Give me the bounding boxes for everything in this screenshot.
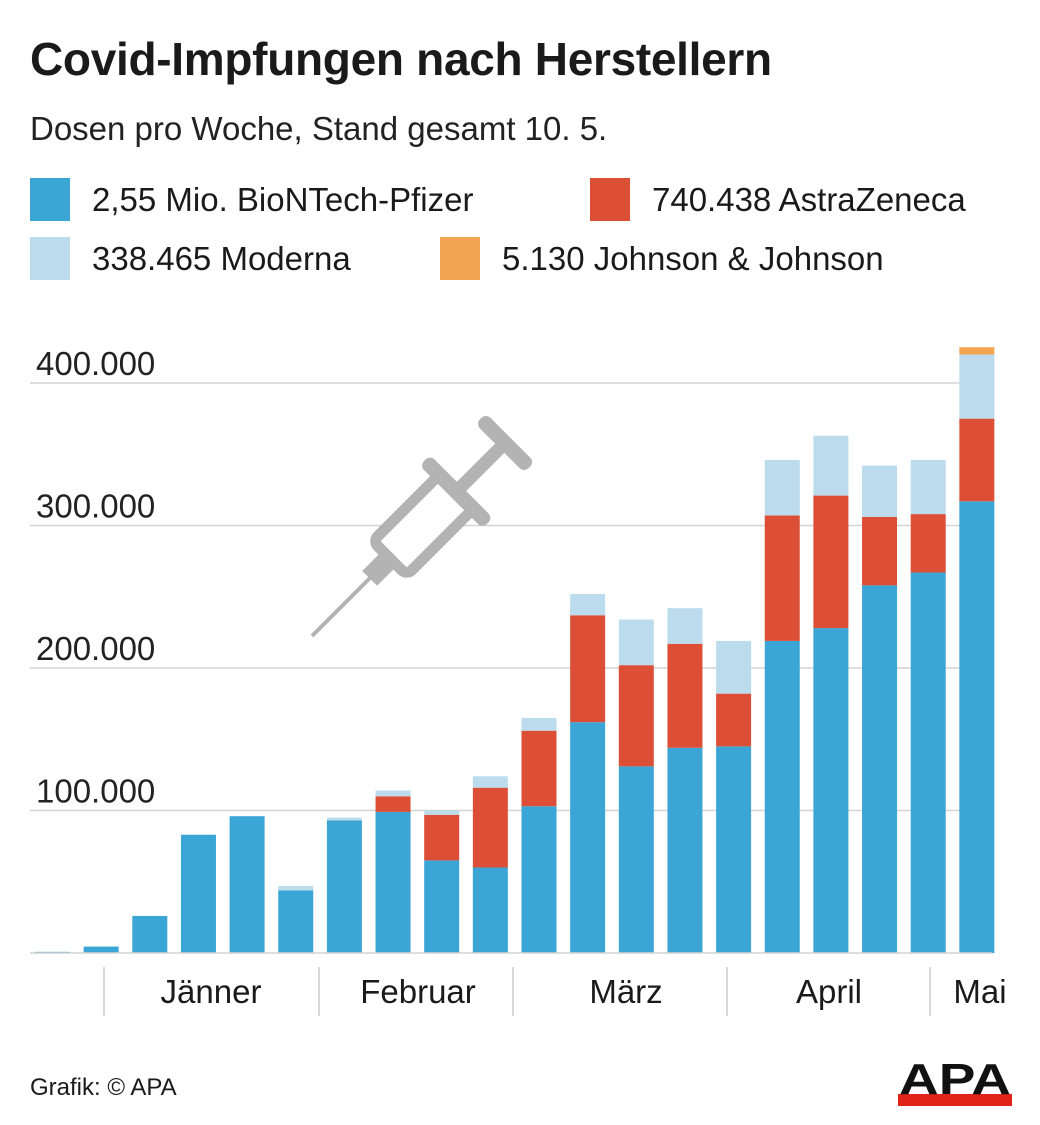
- legend-item-moderna: 338.465 Moderna: [30, 237, 351, 280]
- apa-logo: APA: [898, 1056, 1012, 1106]
- bar-segment-astrazeneca: [424, 814, 460, 861]
- bar-segment-biontech: [229, 816, 265, 953]
- legend: 2,55 Mio. BioNTech-Pfizer 740.438 AstraZ…: [30, 178, 1030, 288]
- bar-segment-moderna: [521, 717, 557, 731]
- bar-segment-biontech: [83, 946, 119, 953]
- y-tick-label: 200.000: [36, 630, 155, 667]
- bar-segment-moderna: [570, 593, 606, 616]
- bar-segment-moderna: [813, 435, 849, 496]
- bar-segment-astrazeneca: [618, 665, 654, 767]
- bar-segment-biontech: [618, 766, 654, 953]
- chart-subtitle: Dosen pro Woche, Stand gesamt 10. 5.: [30, 110, 608, 147]
- y-tick-label: 400.000: [36, 345, 155, 382]
- bar-segment-biontech: [326, 820, 362, 953]
- x-tick-label-mai: Mai: [953, 973, 1006, 1010]
- bar-segment-biontech: [813, 628, 849, 953]
- bar-segment-biontech: [570, 722, 606, 953]
- bar-segment-moderna: [618, 619, 654, 666]
- y-tick-label: 300.000: [36, 488, 155, 525]
- bar-segment-biontech: [472, 867, 508, 953]
- x-axis: Jänner Februar März April Mai: [103, 967, 1007, 1016]
- chart-title: Covid-Impfungen nach Herstellern: [30, 33, 772, 85]
- bar-segment-moderna: [375, 790, 411, 797]
- legend-item-jnj: 5.130 Johnson & Johnson: [440, 237, 884, 280]
- bar-segment-biontech: [959, 501, 995, 953]
- bar-segment-moderna: [472, 776, 508, 788]
- source-credit: Grafik: © APA: [30, 1074, 177, 1101]
- bar-segment-biontech: [180, 834, 216, 953]
- bar-segment-astrazeneca: [570, 615, 606, 723]
- bar-segment-biontech: [764, 640, 800, 953]
- legend-label-jnj: 5.130 Johnson & Johnson: [502, 239, 884, 277]
- bar-segment-biontech: [424, 860, 460, 954]
- bar-segment-jnj: [959, 347, 995, 355]
- legend-item-biontech: 2,55 Mio. BioNTech-Pfizer: [30, 178, 473, 221]
- legend-label-astrazeneca: 740.438 AstraZeneca: [652, 180, 966, 218]
- x-tick-label-april: April: [796, 973, 862, 1010]
- bar-segment-biontech: [667, 747, 703, 953]
- bars: [35, 347, 995, 954]
- bar-segment-astrazeneca: [472, 787, 508, 868]
- bar-segment-moderna: [278, 886, 314, 891]
- legend-label-biontech: 2,55 Mio. BioNTech-Pfizer: [92, 180, 474, 218]
- x-tick-label-februar: Februar: [360, 973, 476, 1010]
- syringe-icon: [310, 415, 533, 638]
- bar-segment-astrazeneca: [375, 796, 411, 812]
- bar-segment-astrazeneca: [959, 418, 995, 502]
- legend-swatch-astrazeneca: [590, 178, 630, 221]
- bar-segment-moderna: [959, 354, 995, 419]
- x-tick-label-jaenner: Jänner: [161, 973, 262, 1010]
- legend-item-astrazeneca: 740.438 AstraZeneca: [590, 178, 966, 221]
- bar-segment-biontech: [521, 806, 557, 953]
- bar-segment-biontech: [910, 572, 946, 953]
- bar-segment-moderna: [667, 608, 703, 644]
- legend-swatch-biontech: [30, 178, 70, 221]
- y-tick-label: 100.000: [36, 773, 155, 810]
- bar-segment-astrazeneca: [764, 515, 800, 641]
- x-tick-label-maerz: März: [589, 973, 662, 1010]
- bar-segment-biontech: [716, 746, 752, 954]
- bar-segment-moderna: [862, 465, 898, 517]
- legend-swatch-jnj: [440, 237, 480, 280]
- bar-segment-biontech: [862, 585, 898, 953]
- bar-segment-astrazeneca: [521, 730, 557, 807]
- legend-swatch-moderna: [30, 237, 70, 280]
- bar-segment-moderna: [326, 817, 362, 821]
- bar-segment-moderna: [424, 810, 460, 815]
- bar-segment-moderna: [716, 640, 752, 694]
- bar-segment-astrazeneca: [910, 514, 946, 573]
- bar-segment-moderna: [910, 459, 946, 515]
- bar-segment-biontech: [278, 890, 314, 953]
- legend-label-moderna: 338.465 Moderna: [92, 239, 351, 277]
- bar-segment-astrazeneca: [716, 693, 752, 747]
- bar-segment-astrazeneca: [667, 643, 703, 748]
- bar-segment-biontech: [132, 915, 168, 953]
- bar-segment-biontech: [375, 811, 411, 953]
- bar-segment-astrazeneca: [813, 495, 849, 629]
- svg-text:APA: APA: [899, 1056, 1011, 1104]
- bar-segment-astrazeneca: [862, 516, 898, 586]
- bar-segment-moderna: [764, 459, 800, 516]
